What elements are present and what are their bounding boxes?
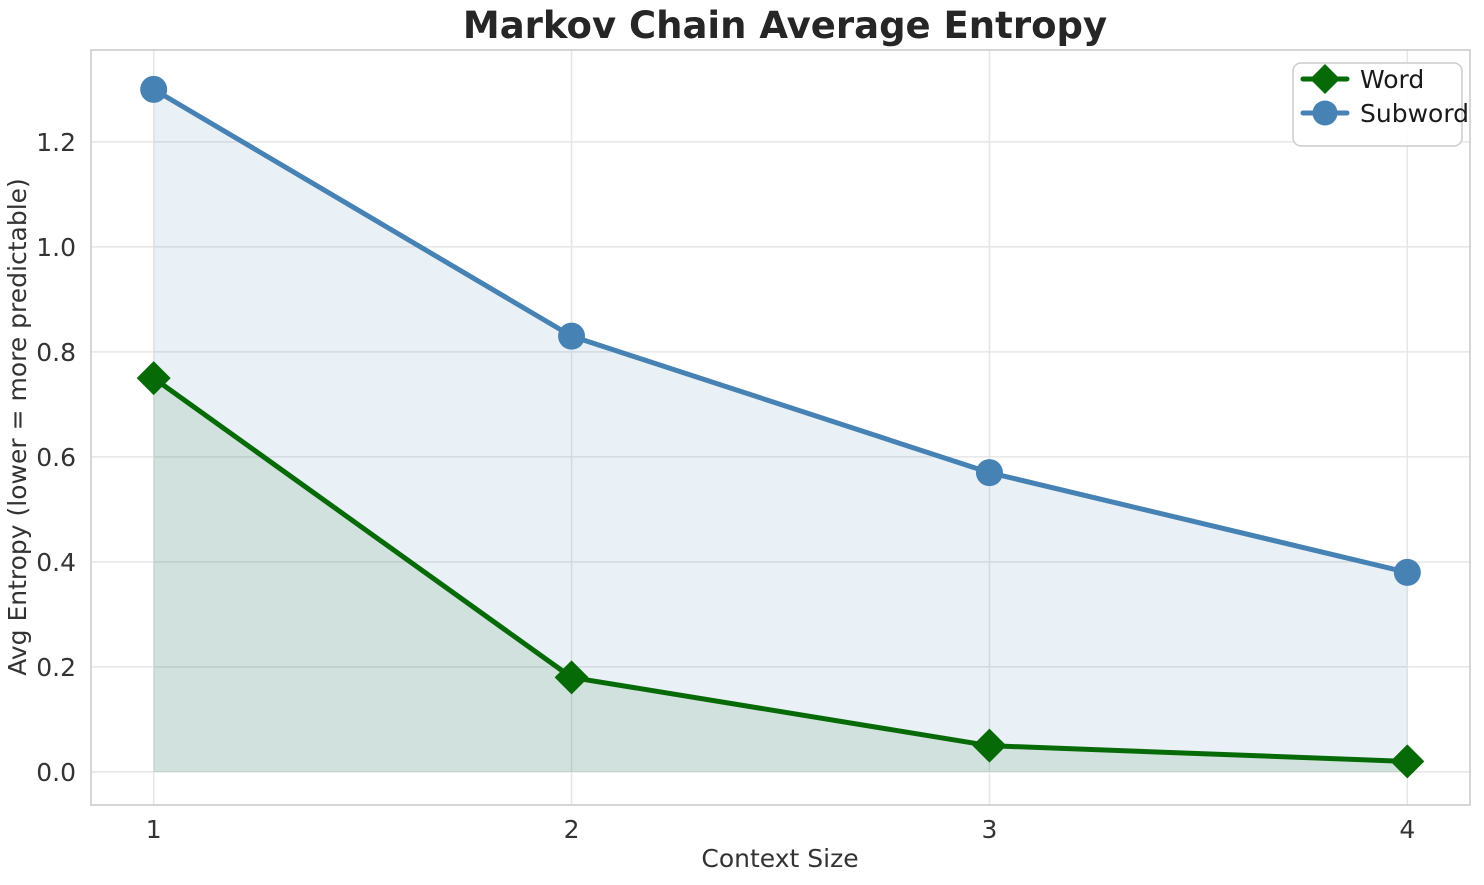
legend: Word Subword	[1292, 62, 1469, 147]
subword-line	[151, 86, 1410, 575]
x-tick-label: 3	[981, 815, 997, 844]
word-line	[151, 375, 1410, 764]
word-data-point	[136, 361, 171, 396]
word-data-point	[972, 728, 1007, 763]
word-area-fill	[153, 378, 1408, 772]
y-tick-label: 0.4	[36, 548, 76, 577]
subword-data-point	[975, 459, 1003, 487]
x-tick-label: 4	[1399, 815, 1415, 844]
subword-data-point	[558, 322, 586, 350]
y-tick-label: 0.6	[36, 443, 76, 472]
subword-legend-marker-icon	[1312, 100, 1338, 126]
y-tick-label: 0.2	[36, 653, 76, 682]
word-data-point	[1390, 744, 1425, 779]
chart-title: Markov Chain Average Entropy	[463, 4, 1107, 47]
y-tick-label: 1.2	[36, 128, 76, 157]
x-axis-label: Context Size	[701, 844, 858, 873]
y-axis-label: Avg Entropy (lower = more predictable)	[3, 178, 32, 676]
x-tick-label: 2	[564, 815, 580, 844]
y-tick-label: 0.0	[36, 758, 76, 787]
x-tick-label: 1	[146, 815, 162, 844]
legend-item-word: Word	[1300, 64, 1424, 94]
word-data-point	[554, 660, 589, 695]
legend-label-subword: Subword	[1360, 99, 1469, 128]
y-tick-label: 0.8	[36, 338, 76, 367]
y-tick-label: 1.0	[36, 233, 76, 262]
legend-label-word: Word	[1360, 65, 1424, 94]
subword-data-point	[140, 75, 168, 103]
subword-data-point	[1393, 558, 1421, 586]
legend-item-subword: Subword	[1300, 99, 1469, 128]
word-legend-marker-icon	[1310, 64, 1340, 94]
plot-area: 1 2 3 4 0.0 0.2 0.4 0.6 0.8 1.0 1.2	[36, 49, 1471, 844]
plot-frame	[90, 49, 1471, 806]
